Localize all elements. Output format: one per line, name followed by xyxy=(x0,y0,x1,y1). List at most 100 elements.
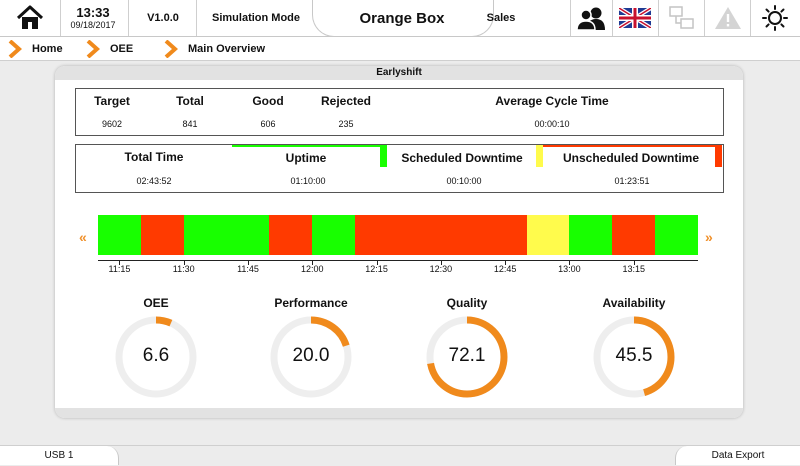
uk-flag-icon xyxy=(619,8,651,28)
clock-time: 13:33 xyxy=(76,5,110,20)
timeline-tick xyxy=(633,260,635,265)
clock: 13:33 09/18/2017 xyxy=(62,0,124,36)
kpi-title-quality: Quality xyxy=(446,296,488,310)
breadcrumb-oee[interactable]: OEE xyxy=(86,37,133,60)
counts-box xyxy=(75,88,724,136)
warning-button[interactable] xyxy=(708,0,748,36)
uptime-label: Uptime xyxy=(285,151,327,165)
usb-button[interactable]: USB 1 xyxy=(0,446,119,465)
timeline-segment-up xyxy=(183,215,270,255)
title-tab xyxy=(312,0,494,37)
breadcrumb-label: Home xyxy=(32,42,63,55)
kpi-gauge-quality xyxy=(426,316,508,398)
brightness-button[interactable] xyxy=(754,0,796,36)
timeline-segment-up xyxy=(655,215,698,255)
version-label: V1.0.0 xyxy=(147,12,179,24)
timeline-tick-label: 12:30 xyxy=(429,264,453,274)
gauge-arc xyxy=(270,316,352,398)
unscheduled-downtime-label: Unscheduled Downtime xyxy=(562,151,699,165)
kpi-title-oee: OEE xyxy=(143,296,169,310)
uptime-marker xyxy=(380,145,387,167)
timeline-tick xyxy=(119,260,121,265)
timeline-tick-label: 12:45 xyxy=(493,264,517,274)
breadcrumb-main-overview[interactable]: Main Overview xyxy=(164,37,265,60)
brightness-icon xyxy=(762,5,788,31)
language-button[interactable] xyxy=(614,0,656,36)
timeline-tick-label: 11:45 xyxy=(237,264,259,274)
kpi-title-availability: Availability xyxy=(602,296,666,310)
avg-cycle-time-label: Average Cycle Time xyxy=(495,94,609,108)
shift-title: Earlyshift xyxy=(55,66,743,80)
timeline-tick-label: 13:00 xyxy=(558,264,581,274)
gauge-arc xyxy=(593,316,675,398)
gauge-arc xyxy=(426,316,508,398)
times-box xyxy=(75,144,724,193)
mode-button[interactable]: Simulation Mode xyxy=(212,12,300,24)
total-label: Total xyxy=(176,94,204,108)
scheduled-downtime-label: Scheduled Downtime xyxy=(401,151,523,165)
warning-icon xyxy=(715,7,741,29)
timeline-prev-button[interactable]: « xyxy=(79,229,87,245)
chevron-right-icon xyxy=(8,39,22,58)
timeline-segment-unscheduled xyxy=(612,215,656,255)
timeline-tick xyxy=(248,260,249,265)
timeline-tick xyxy=(505,260,507,265)
kpi-gauge-performance xyxy=(270,316,352,398)
unscheduled-downtime-value: 01:23:51 xyxy=(614,176,650,186)
timeline-tick-label: 12:00 xyxy=(301,264,324,274)
timeline-axis xyxy=(98,260,698,261)
network-icon xyxy=(669,6,694,29)
target-value: 9602 xyxy=(101,119,123,129)
target-label: Target xyxy=(94,94,130,108)
users-icon xyxy=(576,7,605,31)
kpi-gauge-availability xyxy=(593,316,675,398)
rejected-label: Rejected xyxy=(320,94,372,108)
kpi-title-performance: Performance xyxy=(274,296,348,310)
timeline-tick xyxy=(312,260,314,265)
timeline-tick-label: 11:15 xyxy=(108,264,131,274)
kpi-value-performance: 20.0 xyxy=(292,345,330,366)
clock-date: 09/18/2017 xyxy=(70,20,116,30)
rejected-value: 235 xyxy=(338,119,354,129)
timeline-tick-label: 11:30 xyxy=(172,264,195,274)
timeline-tick xyxy=(376,260,378,265)
user-label[interactable]: Sales xyxy=(486,12,516,24)
unscheduled-marker xyxy=(715,145,722,167)
scheduled-marker xyxy=(536,145,543,167)
timeline-segment-scheduled xyxy=(526,215,570,255)
uptime-value: 01:10:00 xyxy=(290,176,326,186)
timeline-next-button[interactable]: » xyxy=(705,229,713,245)
avg-cycle-time-value: 00:00:10 xyxy=(534,119,570,129)
breadcrumb-label: Main Overview xyxy=(188,42,266,55)
app-title: Orange Box xyxy=(359,9,445,27)
total-time-label: Total Time xyxy=(124,150,184,164)
breadcrumb: Home OEE Main Overview xyxy=(0,37,800,61)
bottom-bar: USB 1 Data Export xyxy=(0,445,800,466)
chevron-right-icon xyxy=(86,39,100,58)
timeline-segment-unscheduled xyxy=(355,215,527,255)
scheduled-downtime-value: 00:10:00 xyxy=(446,176,482,186)
state-timeline xyxy=(98,215,698,255)
timeline-tick-label: 13:15 xyxy=(622,264,645,274)
good-label: Good xyxy=(252,94,284,108)
timeline-segment-unscheduled xyxy=(269,215,313,255)
uptime-indicator xyxy=(232,145,380,147)
breadcrumb-home[interactable]: Home xyxy=(8,37,63,60)
double-chevron-left-icon: « xyxy=(79,229,87,245)
home-icon xyxy=(16,5,44,29)
panel-footer xyxy=(55,408,743,418)
timeline-tick xyxy=(569,260,571,265)
network-button[interactable] xyxy=(662,0,702,36)
timeline-segment-unscheduled xyxy=(140,215,184,255)
timeline-tick xyxy=(440,260,442,265)
data-export-button[interactable]: Data Export xyxy=(675,446,800,465)
kpi-value-availability: 45.5 xyxy=(615,345,653,366)
timeline-segment-up xyxy=(569,215,613,255)
home-button[interactable] xyxy=(0,0,60,36)
users-button[interactable] xyxy=(572,0,610,36)
timeline-tick xyxy=(183,260,185,265)
total-value: 841 xyxy=(182,119,198,129)
double-chevron-right-icon: » xyxy=(705,229,713,245)
kpi-value-oee: 6.6 xyxy=(142,345,170,366)
unscheduled-indicator xyxy=(543,145,715,147)
